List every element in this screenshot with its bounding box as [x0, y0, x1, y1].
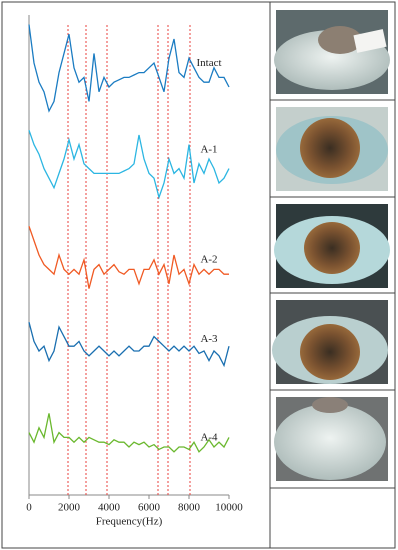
spectrum-line [28, 129, 230, 200]
series-label: A-4 [200, 431, 218, 443]
photos [272, 10, 390, 481]
x-tick-label: 8000 [178, 502, 201, 514]
x-tick-label: 0 [26, 502, 32, 514]
spectrum-line [28, 225, 229, 289]
series-label: A-1 [200, 143, 217, 155]
x-tick-label: 6000 [138, 502, 161, 514]
spectrum-line [28, 322, 230, 368]
x-tick-label: 2000 [58, 502, 81, 514]
spectrum-line [28, 24, 230, 113]
series-label: Intact [196, 57, 221, 69]
x-tick-label: 4000 [98, 502, 121, 514]
spectrum-line [28, 413, 230, 453]
x-tick-label: 10000 [215, 502, 243, 514]
series-label: A-3 [200, 333, 218, 345]
series-label: A-2 [200, 254, 217, 266]
x-axis-label: Frequency(Hz) [96, 516, 163, 528]
cell-dividers [270, 99, 395, 489]
